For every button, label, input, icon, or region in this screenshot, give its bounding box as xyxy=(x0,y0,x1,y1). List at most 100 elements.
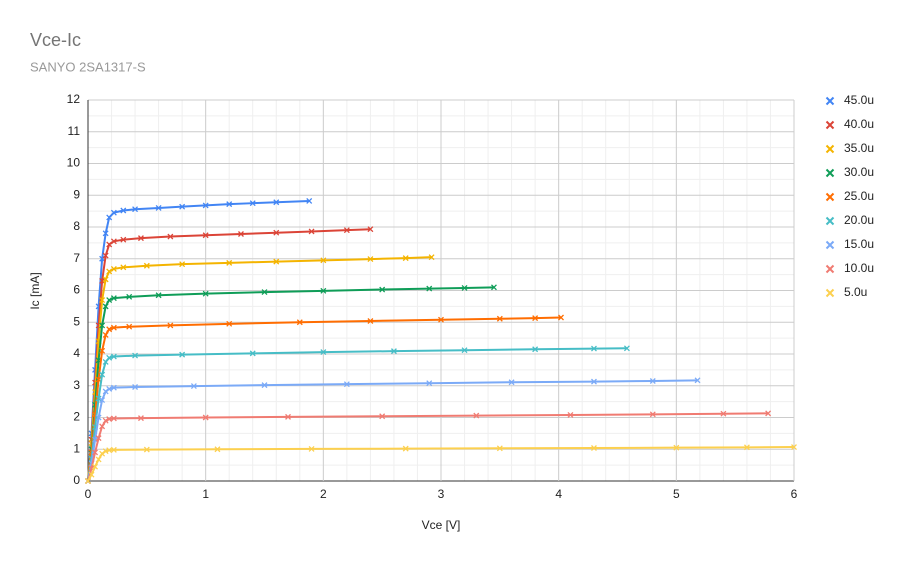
data-point xyxy=(110,295,117,302)
legend-marker xyxy=(825,264,835,274)
data-point xyxy=(320,349,327,356)
data-point xyxy=(308,228,315,235)
data-point xyxy=(238,231,244,237)
data-point xyxy=(202,290,209,297)
data-point xyxy=(137,415,144,422)
data-point xyxy=(273,229,280,236)
data-point xyxy=(249,200,256,207)
data-point xyxy=(202,414,209,421)
data-point xyxy=(110,415,117,422)
x-tick-label: 3 xyxy=(438,487,445,501)
y-tick-label: 5 xyxy=(73,314,80,328)
y-tick-label: 1 xyxy=(73,441,80,455)
data-point xyxy=(496,315,503,322)
data-point xyxy=(99,450,106,457)
x-tick-label: 4 xyxy=(555,487,562,501)
data-point xyxy=(110,238,117,245)
data-point xyxy=(567,412,574,418)
data-point xyxy=(496,445,503,452)
data-point xyxy=(320,287,327,294)
legend-label: 45.0u xyxy=(844,93,874,107)
y-tick-label: 11 xyxy=(68,124,81,138)
data-point xyxy=(473,412,480,419)
y-tick-label: 8 xyxy=(73,219,80,233)
data-point xyxy=(720,410,727,417)
data-point xyxy=(202,232,209,239)
legend-label: 10.0u xyxy=(844,261,874,275)
data-point xyxy=(649,411,656,418)
y-tick-label: 7 xyxy=(73,251,80,265)
data-point xyxy=(167,322,174,329)
data-point xyxy=(102,230,109,237)
data-point xyxy=(226,201,233,208)
data-point xyxy=(110,324,117,331)
data-point xyxy=(179,261,186,268)
data-point xyxy=(106,385,113,392)
legend-marker xyxy=(825,96,835,106)
data-point xyxy=(99,423,106,430)
data-point xyxy=(532,315,539,322)
data-point xyxy=(765,410,772,417)
data-point xyxy=(694,377,701,384)
data-point xyxy=(120,207,127,214)
data-point xyxy=(426,380,433,387)
data-point xyxy=(402,255,409,262)
y-tick-label: 4 xyxy=(73,346,80,360)
data-point xyxy=(273,199,280,206)
data-point xyxy=(623,345,630,352)
data-point xyxy=(306,198,313,204)
legend-label: 30.0u xyxy=(844,165,874,179)
y-tick-label: 9 xyxy=(73,187,80,201)
legend-label: 20.0u xyxy=(844,213,874,227)
data-point xyxy=(106,326,113,333)
data-point xyxy=(143,446,150,453)
data-point xyxy=(106,297,113,303)
x-tick-label: 5 xyxy=(673,487,680,501)
legend-label: 5.0u xyxy=(844,285,867,299)
data-point xyxy=(102,417,109,424)
data-point xyxy=(296,319,303,326)
data-point xyxy=(99,322,106,329)
data-point xyxy=(110,384,117,391)
data-point xyxy=(92,463,99,470)
data-point xyxy=(102,303,109,310)
data-point xyxy=(102,252,109,259)
data-point xyxy=(202,202,209,209)
data-point xyxy=(102,276,109,283)
data-point xyxy=(110,265,117,272)
data-point xyxy=(106,416,113,423)
data-point xyxy=(308,445,315,452)
data-point xyxy=(285,413,291,420)
legend-marker xyxy=(825,240,835,250)
data-point xyxy=(132,206,139,213)
data-point xyxy=(261,382,268,389)
data-point xyxy=(99,297,106,303)
data-point xyxy=(390,348,397,355)
data-point xyxy=(95,414,102,421)
chart-subtitle: SANYO 2SA1317-S xyxy=(30,59,146,74)
x-axis-label: Vce [V] xyxy=(422,518,461,532)
y-tick-label: 6 xyxy=(73,283,80,297)
data-point xyxy=(99,278,106,284)
data-point xyxy=(591,445,597,451)
legend-label: 25.0u xyxy=(844,189,874,203)
data-point xyxy=(461,347,468,354)
data-point xyxy=(179,351,186,358)
data-point xyxy=(343,381,350,388)
data-point xyxy=(379,413,386,420)
legend-marker xyxy=(825,120,835,130)
data-point xyxy=(343,227,350,234)
y-tick-label: 10 xyxy=(67,156,81,170)
data-point xyxy=(99,371,106,378)
data-point xyxy=(88,471,95,478)
data-point xyxy=(110,209,117,216)
legend-label: 35.0u xyxy=(844,141,874,155)
data-point xyxy=(508,379,515,386)
legend-marker xyxy=(825,288,835,298)
data-point xyxy=(226,259,233,266)
data-point xyxy=(179,203,186,210)
data-point xyxy=(367,318,374,324)
data-point xyxy=(110,353,117,360)
